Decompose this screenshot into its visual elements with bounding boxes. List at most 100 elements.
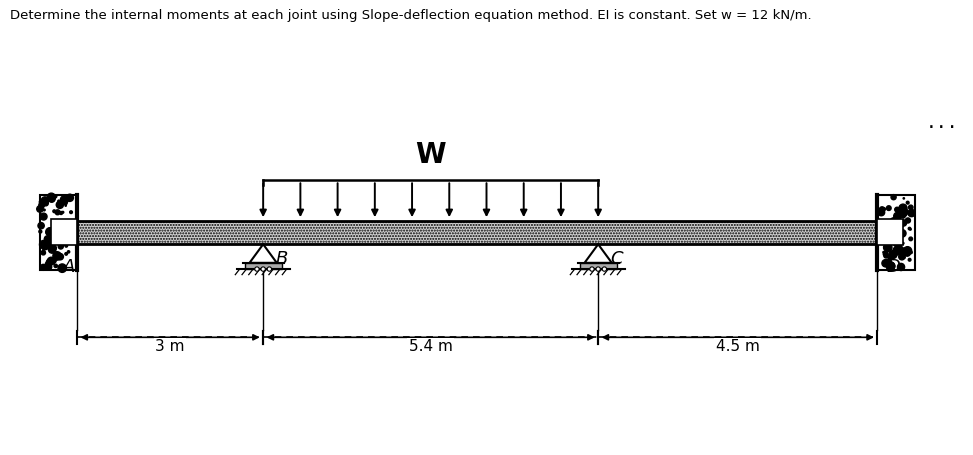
Circle shape: [70, 211, 72, 213]
Circle shape: [899, 204, 907, 212]
Text: B: B: [275, 250, 288, 268]
Circle shape: [44, 209, 45, 211]
Circle shape: [909, 205, 913, 210]
Circle shape: [905, 218, 911, 223]
Circle shape: [883, 238, 885, 240]
Circle shape: [60, 239, 66, 245]
Circle shape: [903, 197, 905, 199]
Circle shape: [59, 229, 61, 231]
Circle shape: [39, 230, 42, 233]
Circle shape: [899, 230, 906, 237]
Circle shape: [893, 248, 898, 253]
Circle shape: [888, 256, 892, 259]
Circle shape: [885, 233, 892, 239]
Circle shape: [65, 205, 66, 206]
Circle shape: [889, 229, 897, 237]
Circle shape: [51, 199, 54, 201]
Circle shape: [41, 197, 49, 204]
Circle shape: [908, 258, 911, 261]
Circle shape: [895, 207, 899, 212]
Circle shape: [49, 196, 55, 202]
Circle shape: [883, 253, 888, 258]
Circle shape: [54, 264, 57, 268]
Circle shape: [52, 258, 56, 263]
Circle shape: [38, 222, 44, 229]
Circle shape: [894, 218, 901, 226]
Circle shape: [891, 195, 896, 200]
Circle shape: [48, 257, 55, 265]
Circle shape: [903, 247, 912, 255]
Circle shape: [49, 246, 55, 253]
Circle shape: [903, 209, 908, 215]
Circle shape: [910, 251, 913, 253]
Circle shape: [885, 259, 891, 265]
Circle shape: [65, 253, 67, 255]
Bar: [40, 195, 77, 270]
Circle shape: [39, 200, 43, 203]
Polygon shape: [249, 244, 276, 263]
Circle shape: [37, 206, 43, 212]
Text: Determine the internal moments at each joint using Slope-deflection equation met: Determine the internal moments at each j…: [10, 9, 811, 22]
Circle shape: [602, 267, 606, 271]
Circle shape: [58, 244, 60, 246]
Circle shape: [894, 212, 901, 220]
Circle shape: [47, 259, 53, 266]
Bar: [878, 195, 915, 270]
Bar: [878, 219, 903, 245]
Circle shape: [43, 244, 49, 250]
Circle shape: [59, 212, 62, 214]
Circle shape: [55, 237, 57, 238]
Polygon shape: [585, 244, 612, 263]
Circle shape: [590, 267, 595, 271]
Text: 5.4 m: 5.4 m: [409, 339, 452, 354]
Circle shape: [886, 262, 895, 271]
Circle shape: [46, 262, 49, 266]
Circle shape: [909, 237, 913, 241]
Circle shape: [891, 221, 896, 227]
Circle shape: [889, 256, 892, 259]
Circle shape: [66, 194, 74, 202]
Circle shape: [883, 252, 884, 253]
Text: D: D: [886, 258, 900, 276]
Circle shape: [40, 264, 47, 270]
Circle shape: [893, 246, 902, 255]
Circle shape: [60, 196, 68, 204]
Text: 4.5 m: 4.5 m: [716, 339, 760, 354]
Circle shape: [65, 244, 67, 247]
Circle shape: [44, 264, 48, 268]
Circle shape: [900, 220, 907, 226]
Circle shape: [899, 253, 905, 260]
Circle shape: [906, 201, 909, 204]
Bar: [77, 221, 878, 244]
Text: 3 m: 3 m: [156, 339, 185, 354]
Circle shape: [902, 242, 904, 244]
Circle shape: [40, 240, 48, 249]
Circle shape: [47, 193, 55, 202]
Circle shape: [39, 202, 45, 208]
Circle shape: [883, 252, 888, 256]
Circle shape: [895, 244, 902, 252]
Circle shape: [878, 209, 884, 216]
Bar: [245, 263, 281, 269]
Circle shape: [58, 256, 60, 258]
Circle shape: [897, 263, 905, 271]
Circle shape: [883, 238, 885, 240]
Circle shape: [44, 236, 52, 243]
Circle shape: [58, 264, 66, 273]
Circle shape: [62, 212, 64, 213]
Circle shape: [57, 257, 60, 259]
Circle shape: [908, 228, 911, 230]
Circle shape: [57, 253, 63, 260]
Circle shape: [901, 211, 907, 217]
Circle shape: [883, 243, 892, 252]
Circle shape: [903, 205, 905, 207]
Circle shape: [58, 244, 63, 249]
Circle shape: [46, 264, 52, 270]
Circle shape: [894, 244, 896, 246]
Circle shape: [40, 213, 47, 220]
Circle shape: [896, 223, 903, 229]
Circle shape: [41, 251, 46, 255]
Circle shape: [57, 201, 62, 206]
Circle shape: [51, 245, 56, 251]
Circle shape: [904, 257, 905, 258]
